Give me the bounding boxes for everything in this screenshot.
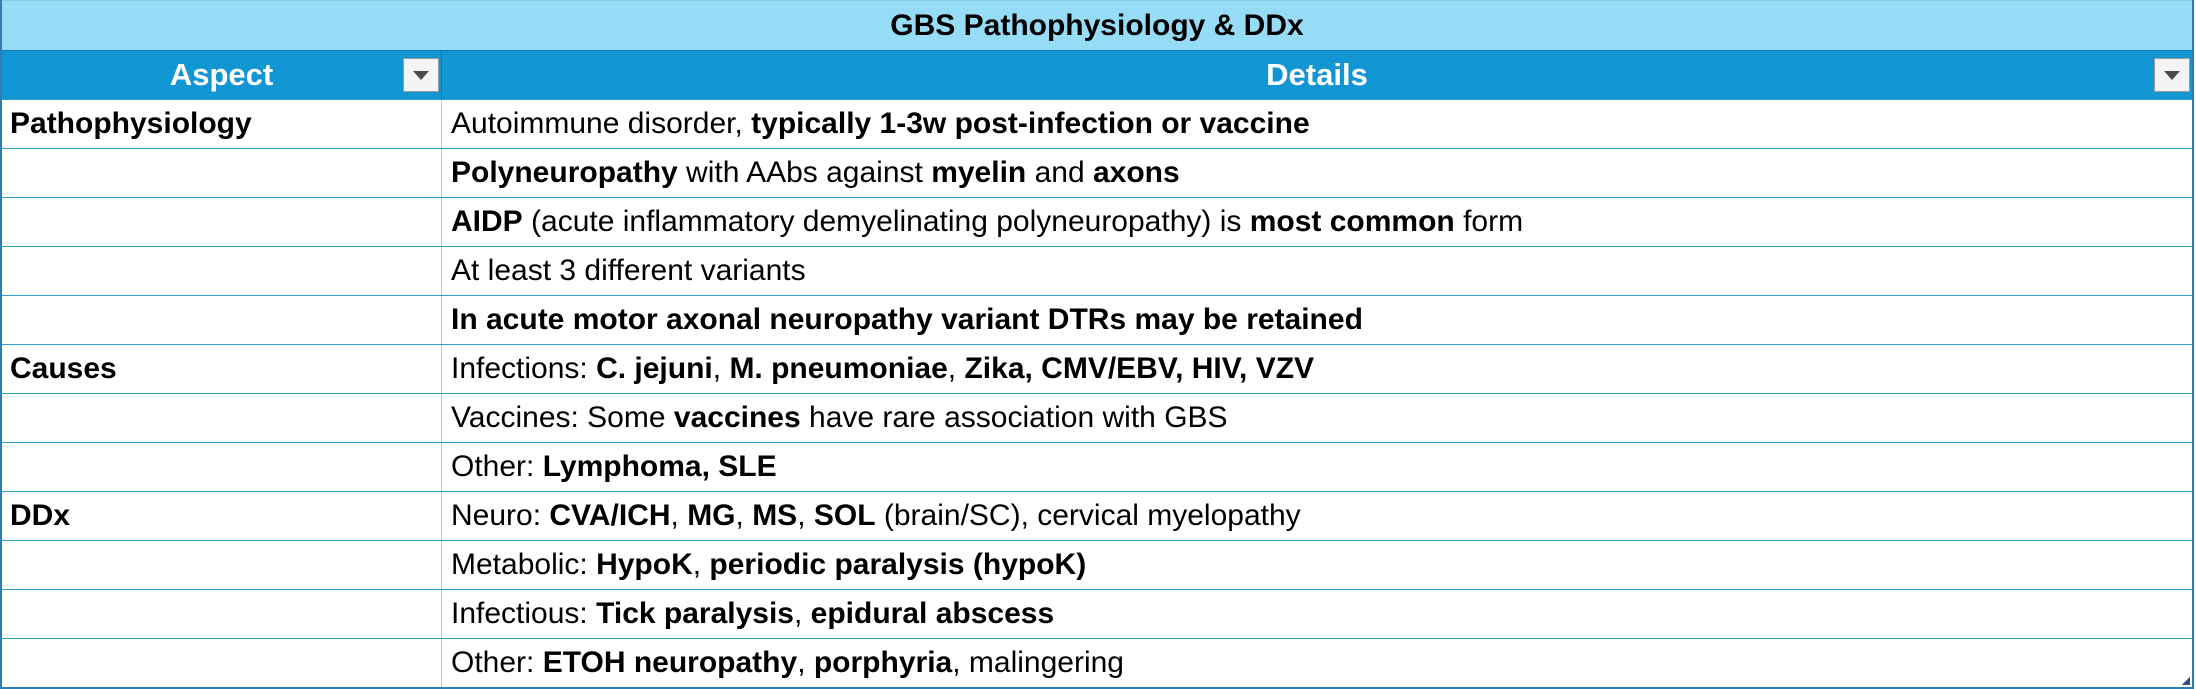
header-details[interactable]: Details bbox=[442, 51, 2192, 99]
details-text-segment: have rare association with GBS bbox=[800, 401, 1228, 434]
details-cell[interactable]: At least 3 different variants bbox=[442, 247, 2192, 295]
aspect-cell[interactable] bbox=[2, 443, 442, 491]
details-text-segment: MS bbox=[752, 499, 798, 532]
table-row: Polyneuropathy with AAbs against myelin … bbox=[2, 148, 2192, 197]
details-text-segment: , bbox=[797, 499, 814, 532]
details-text-segment: , malingering bbox=[952, 646, 1124, 679]
details-text-segment: vaccines bbox=[673, 401, 801, 434]
aspect-cell[interactable] bbox=[2, 198, 442, 246]
table-row: DDx Neuro: CVA/ICH, MG, MS, SOL (brain/SC… bbox=[2, 491, 2192, 540]
details-text-segment: porphyria bbox=[813, 646, 953, 679]
details-cell[interactable]: Vaccines: Some vaccines have rare associ… bbox=[442, 394, 2192, 442]
details-cell[interactable]: Other: Lymphoma, SLE bbox=[442, 443, 2192, 491]
details-text-segment: At least 3 different variants bbox=[451, 254, 806, 287]
details-text-segment: Autoimmune disorder, bbox=[451, 107, 752, 140]
table-row: At least 3 different variants bbox=[2, 246, 2192, 295]
aspect-cell[interactable] bbox=[2, 394, 442, 442]
header-aspect-label: Aspect bbox=[169, 57, 274, 92]
details-text-segment: ETOH neuropathy bbox=[542, 646, 798, 679]
details-text-segment: HypoK bbox=[596, 548, 693, 581]
details-text-segment: AIDP bbox=[451, 205, 523, 238]
details-text-segment: most common bbox=[1249, 205, 1455, 238]
details-text-segment: epidural abscess bbox=[810, 597, 1055, 630]
aspect-filter-dropdown-icon[interactable] bbox=[403, 58, 439, 92]
table-row: Other: ETOH neuropathy, porphyria, malin… bbox=[2, 638, 2192, 687]
details-text-segment: SOL bbox=[813, 499, 876, 532]
header-aspect[interactable]: Aspect bbox=[2, 51, 442, 99]
details-text-segment: Other: bbox=[451, 646, 543, 679]
table-row: AIDP (acute inflammatory demyelinating p… bbox=[2, 197, 2192, 246]
details-text-segment: Metabolic: bbox=[451, 548, 597, 581]
aspect-cell[interactable]: Causes bbox=[2, 345, 442, 393]
details-text-segment: myelin bbox=[931, 156, 1027, 189]
details-text-segment: , bbox=[692, 548, 710, 581]
details-cell[interactable]: Other: ETOH neuropathy, porphyria, malin… bbox=[442, 639, 2192, 687]
table-row: In acute motor axonal neuropathy variant… bbox=[2, 295, 2192, 344]
table-body: Pathophysiology Autoimmune disorder, typi… bbox=[2, 99, 2192, 687]
details-text-segment: Infectious: bbox=[451, 597, 597, 630]
aspect-cell[interactable] bbox=[2, 541, 442, 589]
table-row: Infectious: Tick paralysis, epidural abs… bbox=[2, 589, 2192, 638]
details-text-segment: , bbox=[797, 646, 814, 679]
table-row: Metabolic: HypoK, periodic paralysis (hy… bbox=[2, 540, 2192, 589]
aspect-cell[interactable]: Pathophysiology bbox=[2, 100, 442, 148]
aspect-cell[interactable] bbox=[2, 247, 442, 295]
details-cell[interactable]: Metabolic: HypoK, periodic paralysis (hy… bbox=[442, 541, 2192, 589]
details-text-segment: , bbox=[735, 499, 753, 532]
details-cell[interactable]: In acute motor axonal neuropathy variant… bbox=[442, 296, 2192, 344]
details-text-segment: with AAbs against bbox=[677, 156, 932, 189]
aspect-cell[interactable] bbox=[2, 296, 442, 344]
details-text-segment: MG bbox=[687, 499, 736, 532]
details-text-segment: In acute motor axonal neuropathy variant… bbox=[451, 303, 1363, 336]
details-text-segment: and bbox=[1026, 156, 1093, 189]
details-text-segment: axons bbox=[1092, 156, 1180, 189]
aspect-cell[interactable] bbox=[2, 590, 442, 638]
resize-handle-icon[interactable] bbox=[2182, 677, 2190, 685]
details-text-segment: , bbox=[794, 597, 811, 630]
details-text-segment: M. pneumoniae bbox=[729, 352, 948, 385]
table-row: Causes Infections: C. jejuni, M. pneumoni… bbox=[2, 344, 2192, 393]
details-cell[interactable]: AIDP (acute inflammatory demyelinating p… bbox=[442, 198, 2192, 246]
details-text-segment: Vaccines: Some bbox=[451, 401, 674, 434]
header-details-label: Details bbox=[1266, 57, 1368, 92]
table-title: GBS Pathophysiology & DDx bbox=[2, 0, 2192, 50]
header-row: Aspect Details bbox=[2, 50, 2192, 99]
details-text-segment: Lymphoma, SLE bbox=[542, 450, 777, 483]
details-cell[interactable]: Infections: C. jejuni, M. pneumoniae, Zi… bbox=[442, 345, 2192, 393]
details-text-segment: (brain/SC), cervical myelopathy bbox=[875, 499, 1301, 532]
details-text-segment: Neuro: bbox=[451, 499, 550, 532]
details-text-segment: Polyneuropathy bbox=[451, 156, 678, 189]
details-cell[interactable]: Infectious: Tick paralysis, epidural abs… bbox=[442, 590, 2192, 638]
details-text-segment: Zika, CMV/EBV, HIV, VZV bbox=[964, 352, 1315, 385]
details-text-segment: typically 1-3w post-infection or vaccine bbox=[751, 107, 1310, 140]
details-text-segment: , bbox=[947, 352, 965, 385]
details-text-segment: (acute inflammatory demyelinating polyne… bbox=[522, 205, 1250, 238]
aspect-cell[interactable] bbox=[2, 639, 442, 687]
details-text-segment: , bbox=[670, 499, 688, 532]
details-text-segment: Infections: bbox=[451, 352, 597, 385]
details-text-segment: CVA/ICH bbox=[549, 499, 671, 532]
aspect-cell[interactable]: DDx bbox=[2, 492, 442, 540]
details-text-segment: , bbox=[712, 352, 730, 385]
details-cell[interactable]: Autoimmune disorder, typically 1-3w post… bbox=[442, 100, 2192, 148]
details-text-segment: form bbox=[1454, 205, 1524, 238]
table-row: Pathophysiology Autoimmune disorder, typi… bbox=[2, 99, 2192, 148]
aspect-cell[interactable] bbox=[2, 149, 442, 197]
details-cell[interactable]: Polyneuropathy with AAbs against myelin … bbox=[442, 149, 2192, 197]
table-row: Other: Lymphoma, SLE bbox=[2, 442, 2192, 491]
details-text-segment: C. jejuni bbox=[596, 352, 713, 385]
details-text-segment: Other: bbox=[451, 450, 543, 483]
table-row: Vaccines: Some vaccines have rare associ… bbox=[2, 393, 2192, 442]
details-text-segment: Tick paralysis bbox=[596, 597, 794, 630]
details-cell[interactable]: Neuro: CVA/ICH, MG, MS, SOL (brain/SC), … bbox=[442, 492, 2192, 540]
details-text-segment: periodic paralysis (hypoK) bbox=[709, 548, 1087, 581]
details-filter-dropdown-icon[interactable] bbox=[2154, 58, 2190, 92]
